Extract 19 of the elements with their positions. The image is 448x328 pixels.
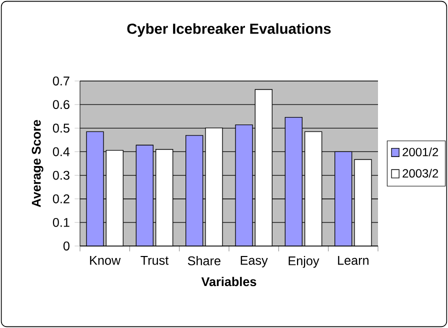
y-tick-label: 0 <box>63 242 70 250</box>
legend-label: 2001/2 <box>402 148 438 156</box>
x-tick-label: Share <box>188 256 220 266</box>
x-axis-title: Variables <box>201 276 256 286</box>
chart-title: Cyber Icebreaker Evaluations <box>127 23 331 37</box>
y-tick-label: 0.5 <box>52 124 70 133</box>
x-tick-label: Trust <box>140 256 169 265</box>
y-axis-title: Average Score <box>32 120 44 208</box>
y-tick-label: 0.4 <box>52 147 70 156</box>
y-tick-label: 0.7 <box>52 76 70 86</box>
x-tick-label: Know <box>90 256 121 265</box>
y-tick-label: 0.1 <box>52 218 70 227</box>
x-tick-label: Easy <box>240 256 268 268</box>
y-tick-label: 0.3 <box>52 170 70 180</box>
y-tick-label: 0.2 <box>52 194 70 204</box>
y-tick-label: 0.6 <box>52 100 70 110</box>
x-tick-label: Learn <box>338 256 368 265</box>
x-tick-label: Enjoy <box>288 256 320 268</box>
legend-label: 2003/2 <box>402 168 438 178</box>
